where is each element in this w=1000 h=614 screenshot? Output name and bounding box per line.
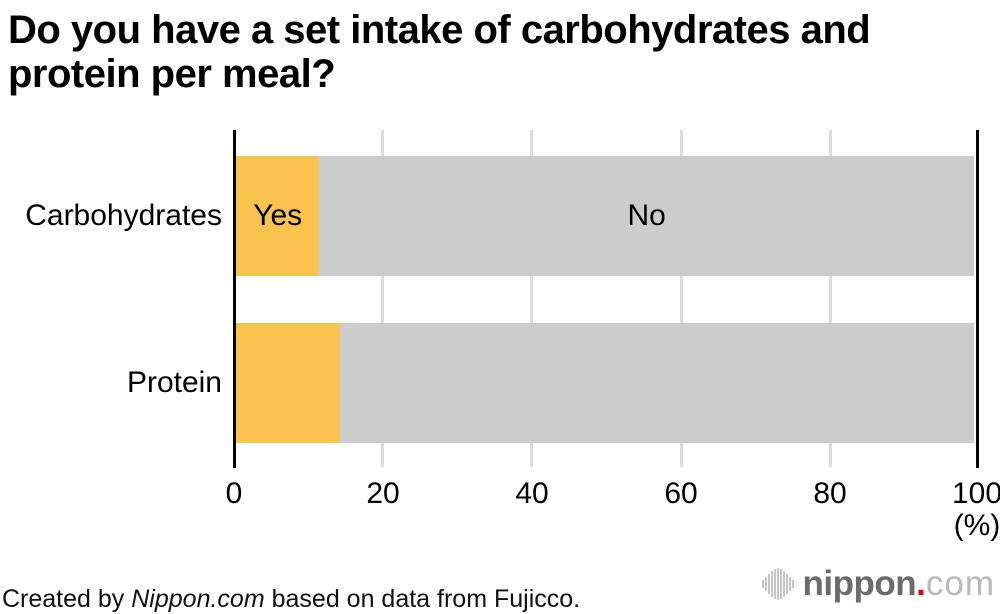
bar-protein <box>236 323 974 443</box>
bar-segment-protein-no <box>340 323 974 443</box>
gridline-40 <box>530 130 534 467</box>
gridline-60 <box>679 130 683 467</box>
gridline-80 <box>828 130 832 467</box>
chart-title-line1: Do you have a set intake of carbohydrate… <box>8 8 871 52</box>
x-tick-60: 60 <box>664 477 698 510</box>
logo-dot: . <box>916 564 926 603</box>
x-tick-40: 40 <box>515 477 549 510</box>
category-label-protein: Protein <box>126 366 222 399</box>
axis-line-0 <box>233 130 236 468</box>
segment-label-no: No <box>627 199 666 232</box>
credit-source: Nippon.com <box>131 585 265 613</box>
x-tick-0: 0 <box>225 477 243 510</box>
chart-title: Do you have a set intake of carbohydrate… <box>8 8 978 96</box>
logo-tld: com <box>925 564 995 603</box>
soundwave-icon <box>761 566 803 602</box>
chart-title-line2: protein per meal? <box>8 52 336 96</box>
category-label-carbohydrates: Carbohydrates <box>25 199 222 232</box>
credit-suffix: based on data from Fujicco. <box>264 585 581 613</box>
bar-segment-carbohydrates-no: No <box>319 156 974 276</box>
x-tick-80: 80 <box>813 477 847 510</box>
bar-segment-carbohydrates-yes: Yes <box>236 156 320 276</box>
bar-segment-protein-yes <box>236 323 341 443</box>
credit-line: Created by Nippon.com based on data from… <box>2 585 580 614</box>
x-tick-20: 20 <box>366 477 400 510</box>
plot-area: Yes No <box>233 130 979 468</box>
axis-line-100 <box>976 130 979 468</box>
gridline-20 <box>381 130 385 467</box>
credit-prefix: Created by <box>2 585 132 613</box>
x-tick-100: 100 <box>951 477 1000 510</box>
x-axis-unit-label: (%) <box>953 509 1000 542</box>
logo-name: nippon <box>802 564 917 603</box>
bar-carbohydrates: Yes No <box>236 156 974 276</box>
segment-label-yes: Yes <box>253 199 303 232</box>
nippon-logo: nippon . com <box>761 563 995 605</box>
